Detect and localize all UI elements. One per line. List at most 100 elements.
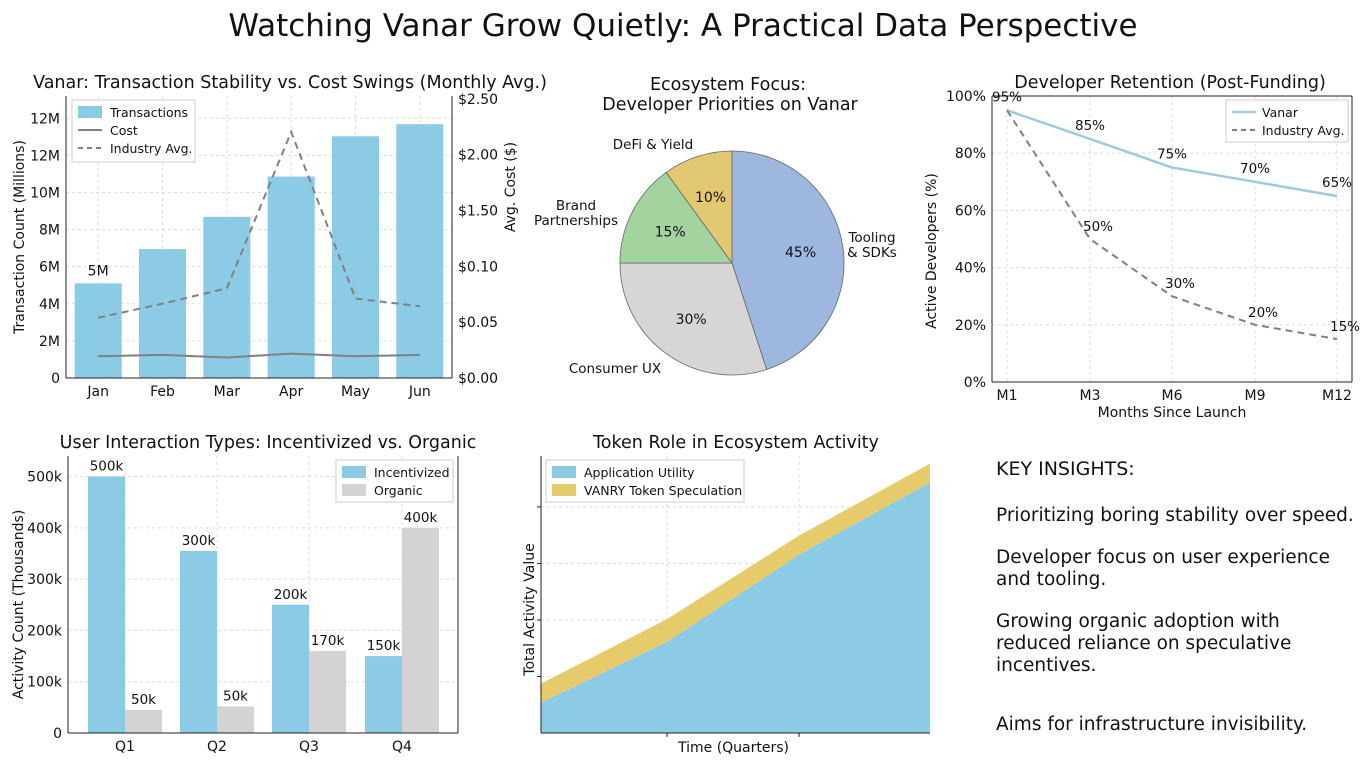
ecosystem-focus-panel: Ecosystem Focus: Developer Priorities on …	[520, 70, 940, 390]
x-tick-label: M9	[1245, 388, 1266, 404]
pie-title-line: Ecosystem Focus:	[650, 75, 806, 95]
legend-box	[545, 459, 745, 503]
insight-item: Prioritizing boring stability over speed…	[996, 505, 1354, 526]
y-tick-label: 2M	[39, 334, 60, 350]
bar-data-label: 300k	[182, 533, 216, 549]
bar-incentivized	[88, 476, 125, 733]
x-axis-label: Time (Quarters)	[677, 740, 789, 756]
bar-organic	[309, 650, 346, 733]
x-tick-label: M6	[1162, 388, 1183, 404]
bar-data-label: 50k	[223, 688, 248, 704]
bar-incentivized	[365, 656, 402, 733]
x-tick-label: Mar	[214, 384, 241, 400]
x-tick-label: M12	[1322, 388, 1352, 404]
retention-chart-title: Developer Retention (Post-Funding)	[1014, 73, 1326, 93]
point-label: 15%	[1330, 319, 1360, 335]
y-tick-label: 12M	[30, 148, 60, 164]
x-tick-label: M3	[1080, 388, 1101, 404]
x-tick-label: Q1	[115, 739, 135, 755]
bar-data-label: 170k	[311, 633, 345, 649]
y-axis-label: Transaction Count (Millions)	[12, 140, 28, 335]
bar-transactions	[139, 249, 186, 378]
area-token-speculation	[541, 463, 930, 703]
x-tick-label: Feb	[150, 384, 175, 400]
retention-chart: 0% 20% 40% 60% 80% 100% M1 M3 M6 M9 M12 95% 85% 75% 70…	[924, 89, 1360, 421]
legend-label: Cost	[110, 123, 138, 138]
x-tick-label: M1	[997, 388, 1018, 404]
area-application-utility	[541, 482, 930, 733]
y-tick-label: 500k	[27, 470, 63, 486]
pie-slice-label: Consumer UX	[569, 361, 661, 377]
pie-slice	[619, 171, 733, 264]
y2-tick-label: $2.00	[458, 148, 498, 164]
insight-item: Aims for infrastructure invisibility.	[996, 714, 1308, 735]
bar-data-label: 5M	[88, 263, 109, 279]
bar-incentivized	[180, 550, 217, 733]
y-tick-label: 12M	[30, 111, 60, 127]
y-tick-label: 0%	[964, 375, 986, 391]
legend-swatch	[552, 466, 576, 478]
transactions-chart: 5M 0 2M 4M 6M 8M 10M 12M 12M $0.00 $0.05 $0.10 $1.50…	[12, 92, 519, 400]
y-tick-label: 400k	[27, 521, 63, 537]
legend-label: Organic	[374, 483, 423, 498]
pie-slice-label: & SDKs	[847, 245, 897, 261]
pie-title-line: Developer Priorities on Vanar	[602, 95, 858, 115]
transactions-chart-panel: Vanar: Transaction Stability vs. Cost Sw…	[0, 70, 560, 410]
legend-label: Incentivized	[374, 465, 450, 480]
pie-pct-label: 45%	[785, 245, 816, 261]
transactions-chart-title: Vanar: Transaction Stability vs. Cost Sw…	[33, 73, 547, 93]
legend-label: Application Utility	[584, 465, 695, 480]
pie-slice-label: DeFi & Yield	[613, 137, 694, 153]
bar-organic	[402, 527, 439, 733]
bar-transactions	[203, 216, 251, 378]
bar-transactions	[267, 176, 315, 378]
insight-item: Developer focus on user experience and t…	[996, 547, 1330, 590]
ecosystem-focus-chart: Ecosystem Focus:Developer Priorities on …	[534, 75, 897, 377]
bar-data-label: 50k	[131, 692, 156, 708]
industry-avg-cost-line	[97, 129, 420, 319]
y-axis-label: Total Activity Value	[522, 543, 538, 676]
token-role-panel: Token Role in Ecosystem Activity Time (Q…	[500, 430, 950, 768]
vanar-retention-line	[1006, 109, 1338, 198]
y2-tick-label: $2.50	[458, 92, 498, 108]
insight-item: Growing organic adoption with reduced re…	[996, 611, 1292, 676]
key-insights-heading: KEY INSIGHTS:	[996, 458, 1135, 480]
bar-organic	[125, 709, 162, 733]
pie-pct-label: 10%	[695, 190, 726, 206]
y-tick-label: 0	[53, 726, 62, 742]
point-label: 95%	[992, 89, 1022, 105]
y2-tick-label: $0.05	[458, 315, 498, 331]
x-tick-label: Q2	[207, 739, 227, 755]
y-tick-label: 60%	[955, 203, 986, 219]
y-tick-label: 20%	[955, 318, 986, 334]
point-label: 65%	[1322, 175, 1352, 191]
pie-pct-label: 30%	[676, 312, 707, 328]
pie-slice-label: Partnerships	[534, 213, 618, 229]
y-tick-label: 4M	[39, 297, 60, 313]
bar-data-label: 150k	[367, 638, 401, 654]
y-tick-label: 100%	[946, 89, 986, 105]
point-label: 70%	[1240, 161, 1270, 177]
pie-slice	[619, 262, 768, 376]
pie-slice	[731, 150, 845, 371]
point-label: 50%	[1083, 219, 1113, 235]
cost-line	[98, 352, 420, 359]
retention-chart-panel: Developer Retention (Post-Funding) 0% 20%…	[910, 70, 1366, 430]
bar-data-label: 400k	[404, 510, 438, 526]
pie-slice	[665, 150, 733, 265]
y2-tick-label: $1.50	[458, 203, 498, 219]
token-role-chart: Time (Quarters) Total Activity Value Appli…	[522, 456, 930, 756]
point-label: 30%	[1165, 276, 1195, 292]
legend-swatch	[78, 106, 102, 118]
y-tick-label: 300k	[27, 572, 63, 588]
bar-data-label: 200k	[274, 587, 308, 603]
industry-retention-line	[1006, 109, 1338, 341]
y-tick-label: 6M	[39, 260, 60, 276]
y-axis-label: Active Developers (%)	[924, 173, 940, 329]
y2-tick-label: $0.00	[458, 371, 498, 387]
y-tick-label: 8M	[39, 223, 60, 239]
y-tick-label: 0	[51, 371, 60, 387]
interaction-types-panel: User Interaction Types: Incentivized vs.…	[0, 430, 500, 768]
y-tick-label: 100k	[27, 675, 63, 691]
point-label: 20%	[1248, 305, 1278, 321]
